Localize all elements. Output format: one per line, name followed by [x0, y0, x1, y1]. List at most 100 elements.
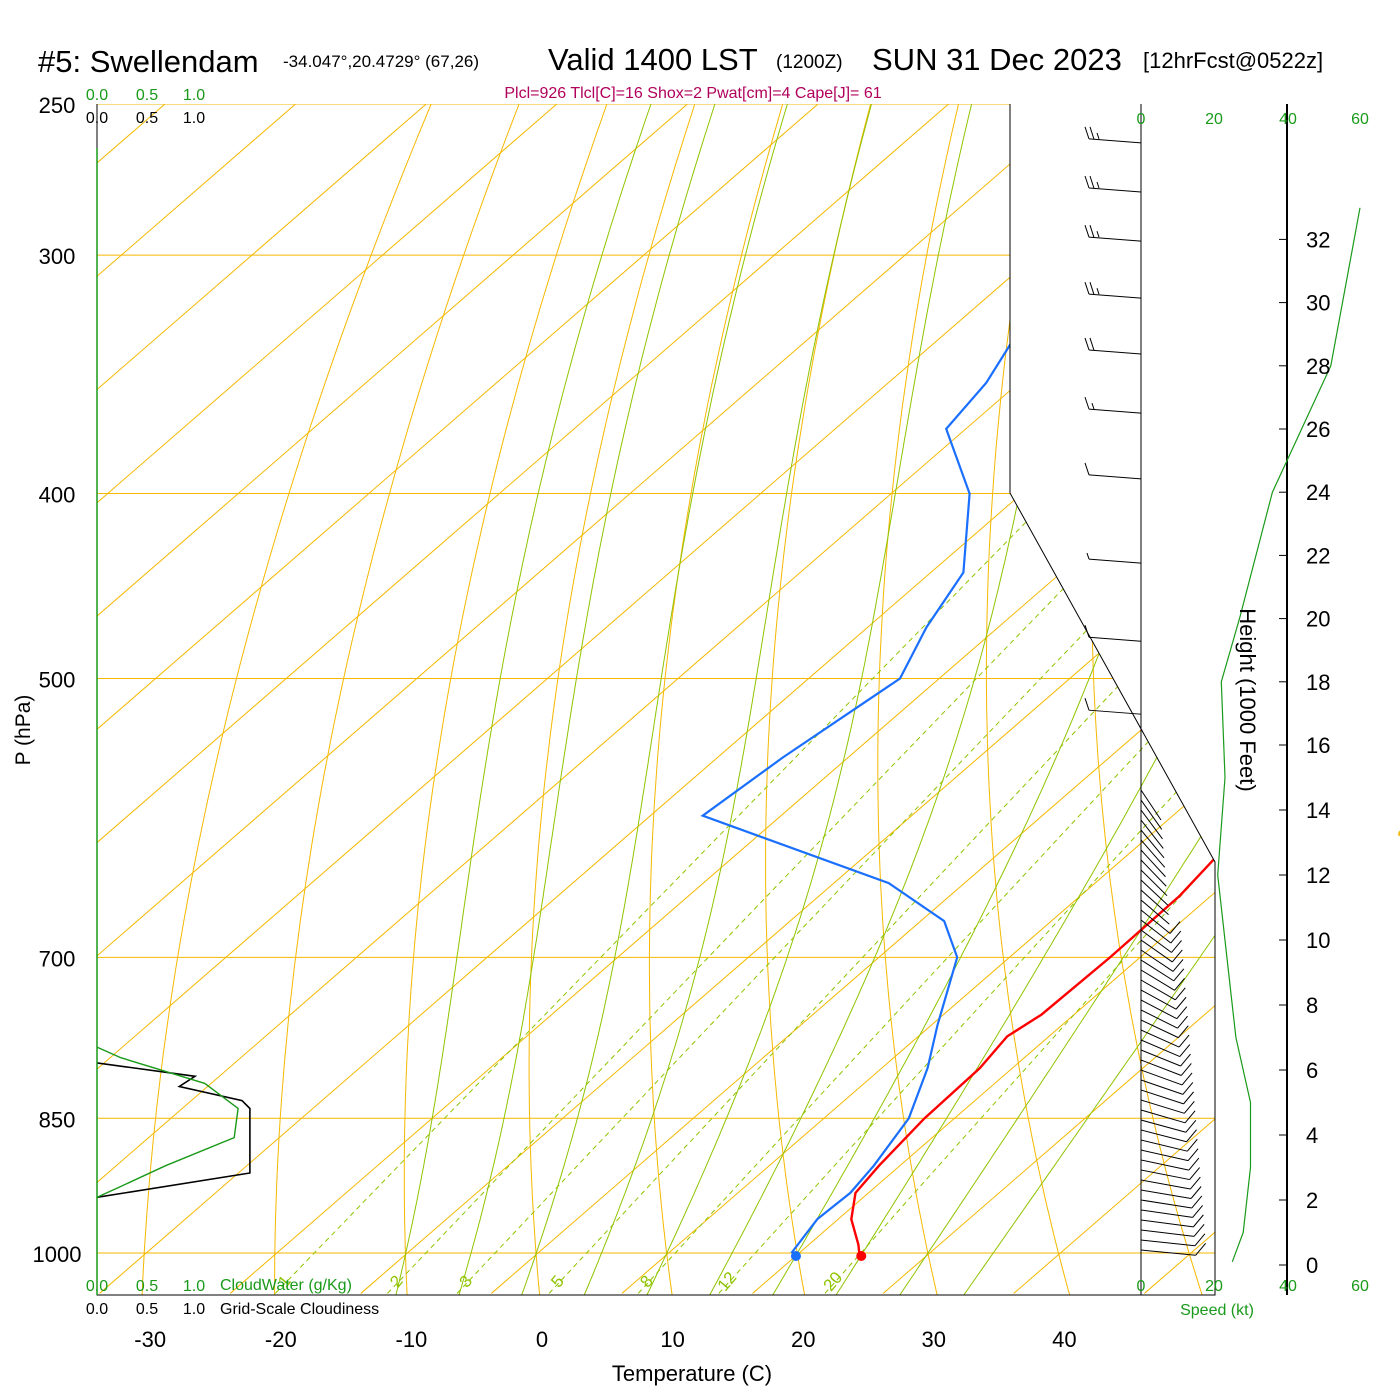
valid-time: Valid 1400 LST: [548, 42, 758, 77]
wind-barb: [1140, 1249, 1196, 1256]
wind-barb: [1140, 1179, 1191, 1190]
wind-barb-flag: [1174, 978, 1185, 991]
isotherm-line: [491, 104, 1215, 1294]
utc-time: (1200Z): [776, 52, 843, 73]
wind-barb: [1140, 1229, 1195, 1237]
isotherm-line: [97, 104, 858, 1294]
dry-adiabat-line: [141, 104, 462, 1295]
station-title: #5: Swellendam: [38, 44, 259, 79]
height-tick-label: 6: [1306, 1058, 1318, 1083]
dry-adiabat-line: [648, 104, 805, 1295]
wind-barb-flag: [1086, 552, 1090, 560]
wind-barb: [1140, 979, 1176, 1001]
mixing-ratio-line: [456, 493, 1215, 1294]
mixing-ratio-line: [824, 493, 1215, 1294]
wind-barb-flag: [1091, 402, 1095, 410]
speed-tick: 20: [1205, 1278, 1223, 1295]
wind-barb: [1140, 989, 1177, 1010]
wind-barb-flag: [1170, 930, 1182, 944]
x-axis-label: Temperature (C): [612, 1361, 772, 1386]
mixing-ratio-line: [387, 493, 1156, 1294]
wind-barb: [1140, 1199, 1192, 1209]
height-tick-label: 24: [1306, 480, 1330, 505]
mixing-ratio-label: 2: [386, 1272, 407, 1291]
pressure-tick-label: 250: [39, 93, 76, 118]
dewpoint-line: [700, 152, 1077, 1254]
pressure-tick-label: 500: [39, 668, 76, 693]
wind-barb-flag: [1186, 1129, 1197, 1143]
wind-barb-flag: [1172, 959, 1184, 972]
wind-barb: [1140, 959, 1175, 982]
wind-barb: [1088, 138, 1142, 144]
wind-barb: [1140, 809, 1163, 840]
cloud-water-tick: 0.0: [86, 1278, 108, 1295]
moist-adiabat-line: [705, 104, 1109, 1295]
isotherm-line: [360, 104, 1215, 1294]
wind-barb: [1140, 1149, 1189, 1162]
pressure-tick-label: 400: [39, 483, 76, 508]
mixing-ratio-label: 8: [636, 1272, 657, 1291]
wind-barb-flag: [1192, 1214, 1204, 1228]
dry-adiabat-line: [1091, 104, 1205, 1295]
wind-barb: [1140, 829, 1165, 859]
wind-barb-flag: [1096, 288, 1100, 295]
isotherm-line: [97, 104, 1119, 1294]
plot-frame-right: [1009, 104, 1216, 1296]
wind-barb-flag: [1177, 1015, 1188, 1029]
wind-barb-flag: [1179, 1044, 1191, 1057]
station-coords: -34.047°,20.4729° (67,26): [283, 52, 479, 71]
wind-barb: [1140, 799, 1163, 830]
cloudiness-line: [97, 1062, 251, 1199]
wind-barb-flag: [1175, 996, 1187, 1010]
height-tick-label: 8: [1306, 993, 1318, 1018]
x-tick-label: 20: [791, 1327, 815, 1352]
wind-barb-flag: [1089, 126, 1095, 140]
wind-barb: [1088, 558, 1142, 564]
height-tick-label: 30: [1306, 291, 1330, 316]
wind-barb-flag: [1195, 1242, 1207, 1256]
isotherm-line: [97, 104, 988, 1294]
dry-adiabat-line: [985, 104, 1072, 1295]
wind-barb: [1140, 1209, 1193, 1218]
wind-barb-flag: [1183, 1101, 1195, 1114]
x-tick-label: -10: [396, 1327, 428, 1352]
wind-barb: [1140, 1169, 1190, 1181]
wind-barb: [1088, 236, 1142, 242]
cloudiness-tick: 0.0: [86, 1301, 108, 1318]
wind-barb: [1088, 408, 1142, 414]
wind-barb: [1140, 1009, 1178, 1029]
cloud-water-tick: 1.0: [183, 1278, 205, 1295]
stability-indices: Plcl=926 Tlcl[C]=16 Shox=2 Pwat[cm]=4 Ca…: [504, 85, 881, 102]
height-tick-label: 20: [1306, 607, 1330, 632]
line-labels: 0102030123581220: [274, 815, 1400, 1295]
wind-barb: [1140, 839, 1166, 868]
wind-barb-flag: [1194, 1233, 1206, 1247]
wind-barb-flag: [1084, 126, 1090, 140]
wind-barb: [1140, 879, 1169, 906]
wind-barb: [1140, 909, 1171, 934]
wind-barb: [1140, 999, 1178, 1020]
speed-tick: 60: [1351, 111, 1369, 128]
wind-barb: [1140, 1049, 1181, 1067]
isotherm-label: 30: [1393, 815, 1400, 850]
wind-barb-flag: [1186, 1138, 1198, 1152]
wind-barb-flag: [1183, 1091, 1194, 1105]
wind-barb: [1140, 1129, 1187, 1143]
dry-adiabat-line: [877, 104, 976, 1295]
isotherm-line: [1144, 104, 1215, 1294]
y-axis-label: P (hPa): [12, 695, 35, 766]
cloud-water-tick: 0.0: [86, 87, 108, 104]
pressure-tick-label: 850: [39, 1107, 76, 1132]
wind-barb: [1140, 1109, 1186, 1124]
x-tick-label: -20: [265, 1327, 297, 1352]
wind-barb-flag: [1171, 940, 1182, 953]
isotherm-line: [99, 104, 1215, 1294]
wind-barb: [1140, 1119, 1186, 1133]
pressure-tick-label: 700: [39, 946, 76, 971]
cloud-water-label: CloudWater (g/Kg): [220, 1277, 352, 1294]
wind-barb-flag: [1180, 1053, 1191, 1067]
cloudiness-tick: 0.0: [86, 110, 108, 127]
height-tick-label: 16: [1306, 733, 1330, 758]
wind-barb: [1140, 1089, 1184, 1105]
